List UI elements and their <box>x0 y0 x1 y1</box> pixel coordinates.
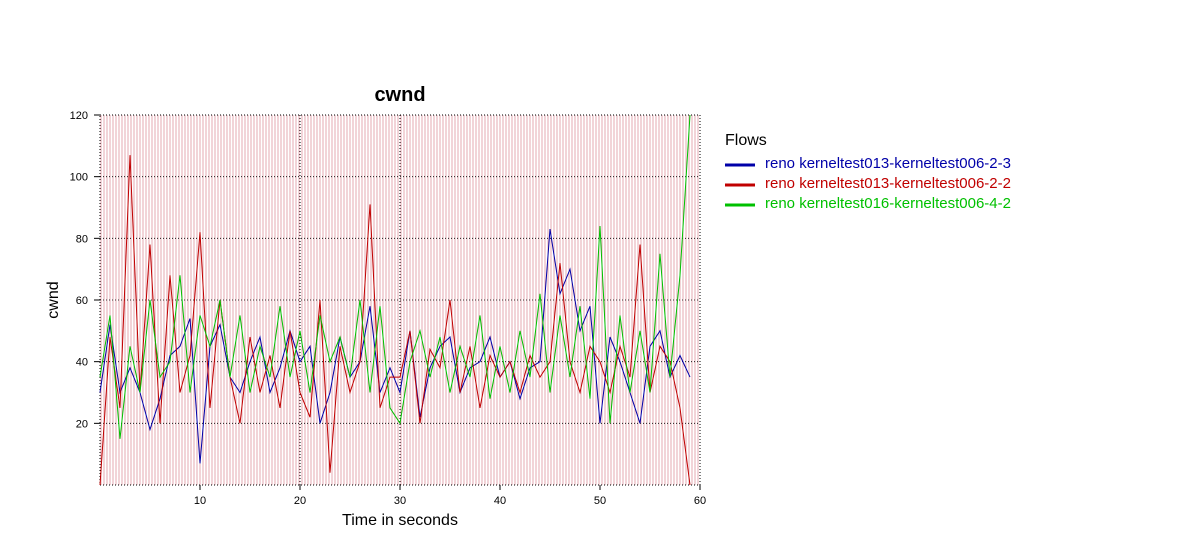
y-tick-label: 40 <box>76 357 88 369</box>
legend-label-1: reno kerneltest013-kerneltest006-2-3 <box>765 155 1011 172</box>
x-axis-label: Time in seconds <box>342 512 458 529</box>
legend-label-3: reno kerneltest016-kerneltest006-4-2 <box>765 195 1011 212</box>
y-axis: 20 40 60 80 100 120 <box>70 110 100 430</box>
legend-title: Flows <box>725 132 767 149</box>
x-tick-label: 10 <box>194 495 206 507</box>
y-tick-label: 60 <box>76 295 88 307</box>
y-tick-label: 120 <box>70 110 88 122</box>
y-axis-label: cwnd <box>45 281 62 318</box>
legend-label-2: reno kerneltest013-kerneltest006-2-2 <box>765 175 1011 192</box>
chart-title: cwnd <box>374 84 425 106</box>
series-line-1 <box>99 229 691 464</box>
y-tick-label: 20 <box>76 418 88 430</box>
series-line-3 <box>99 114 691 439</box>
series-line-2 <box>99 155 691 486</box>
y-tick-label: 100 <box>70 172 88 184</box>
series-layer <box>99 114 691 486</box>
x-tick-label: 60 <box>694 495 706 507</box>
x-tick-label: 30 <box>394 495 406 507</box>
x-tick-label: 40 <box>494 495 506 507</box>
x-tick-label: 20 <box>294 495 306 507</box>
x-tick-label: 50 <box>594 495 606 507</box>
y-tick-label: 80 <box>76 233 88 245</box>
x-axis: 10 20 30 40 50 60 <box>194 485 706 507</box>
legend: Flows reno kerneltest013-kerneltest006-2… <box>725 132 1011 212</box>
plot-grid <box>100 114 700 485</box>
